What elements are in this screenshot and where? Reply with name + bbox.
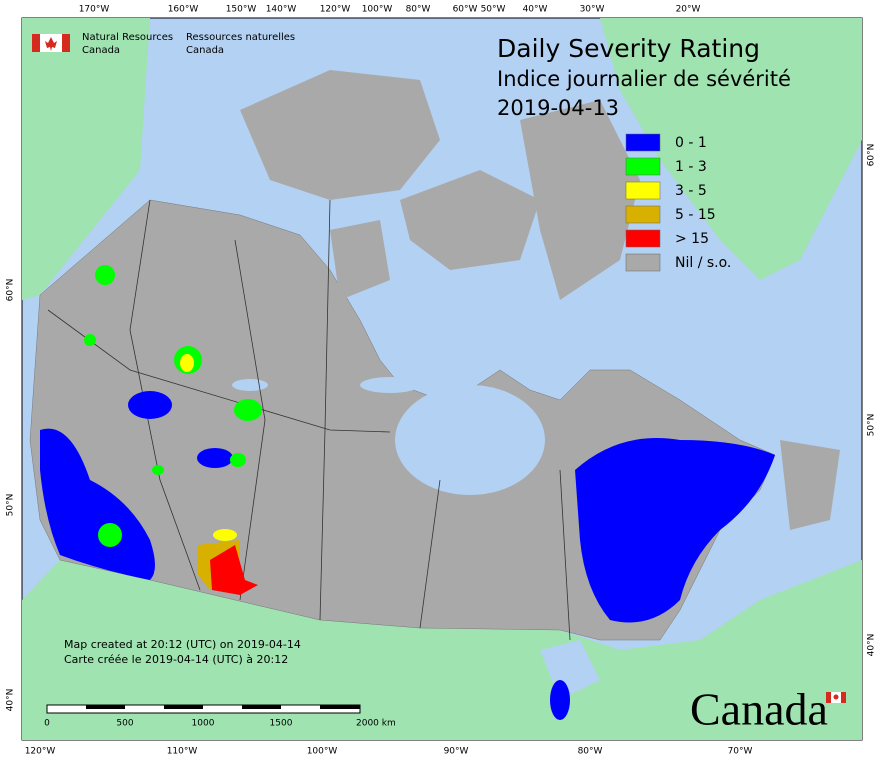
latitude-label: 50°N [6, 494, 16, 517]
latitude-label: 50°N [867, 414, 877, 437]
legend-label: 0 - 1 [675, 135, 707, 151]
boundary [559, 469, 571, 641]
severity-area [84, 334, 96, 346]
lake [232, 379, 268, 391]
severity-area [213, 529, 237, 541]
country-en: Canada [82, 45, 120, 56]
severity-area [230, 453, 246, 467]
greenland [600, 18, 862, 280]
maple-leaf [833, 694, 839, 700]
usa [22, 560, 862, 740]
scale-bar: 0 500 1000 1500 2000 km [44, 704, 396, 729]
longitude-label: 140°W [266, 5, 297, 15]
arctic-island [240, 70, 440, 200]
department-en: Natural Resources [82, 32, 173, 43]
title-date: 2019-04-13 [497, 96, 619, 120]
latitude-label: 60°N [867, 144, 877, 167]
flag-bar [841, 692, 846, 703]
latitude-label: 60°N [6, 279, 16, 302]
legend-label: Nil / s.o. [675, 255, 731, 271]
longitude-label: 20°W [676, 5, 701, 15]
scale-label: 1000 [192, 719, 215, 729]
wordmark: Canada [690, 684, 846, 735]
scale-segment [242, 705, 281, 709]
longitude-label: 80°W [406, 5, 431, 15]
latitude-label: 40°N [6, 689, 16, 712]
longitude-label: 150°W [226, 5, 257, 15]
severity-area [95, 265, 115, 285]
boundary [319, 199, 331, 621]
severity-area [152, 465, 164, 475]
flag-bar [62, 34, 70, 52]
severity-areas [40, 265, 775, 720]
longitude-label: 100°W [307, 747, 338, 757]
longitude-label: 80°W [578, 747, 603, 757]
longitude-label: 40°W [523, 5, 548, 15]
scale-label: 500 [116, 719, 133, 729]
wordmark-text: Canada [690, 684, 828, 735]
legend-label: 3 - 5 [675, 183, 707, 199]
legend-label: 5 - 15 [675, 207, 716, 223]
arctic-island [400, 170, 540, 270]
boundary [234, 239, 266, 601]
severity-area [234, 399, 262, 421]
severity-area [98, 523, 122, 547]
severity-area [197, 448, 233, 468]
longitude-label: 90°W [444, 747, 469, 757]
longitude-label: 120°W [320, 5, 351, 15]
nrcan-header: Natural Resources Canada Ressources natu… [32, 32, 295, 56]
legend-swatch [625, 157, 661, 176]
title-fr: Indice journalier de sévérité [497, 67, 791, 91]
scale-label: 2000 km [356, 719, 396, 729]
department-fr: Ressources naturelles [186, 32, 295, 43]
note-fr: Carte créée le 2019-04-14 (UTC) à 20:12 [64, 653, 288, 666]
legend-swatch [625, 181, 661, 200]
alaska [22, 18, 150, 300]
longitude-label: 170°W [79, 5, 110, 15]
legend-swatch [625, 229, 661, 248]
scale-segment [320, 705, 360, 709]
longitude-label: 160°W [168, 5, 199, 15]
longitude-label: 30°W [580, 5, 605, 15]
longitude-label: 100°W [362, 5, 393, 15]
severity-area [180, 354, 194, 372]
legend-swatch [625, 205, 661, 224]
scale-label: 1500 [270, 719, 293, 729]
scale-label: 0 [44, 719, 50, 729]
graticule-labels: 170°W 160°W 150°W 140°W 120°W 100°W 80°W 60°W 50… [6, 5, 877, 757]
legend-swatch [625, 253, 661, 272]
lake [360, 377, 420, 393]
longitude-label: 110°W [167, 747, 198, 757]
legend: 0 - 1 1 - 3 3 - 5 5 - 15 > 15 Nil / s.o. [625, 133, 731, 272]
country-fr: Canada [186, 45, 224, 56]
scale-segment [164, 705, 203, 709]
legend-label: > 15 [675, 231, 709, 247]
flag-bar [32, 34, 40, 52]
severity-area [550, 680, 570, 720]
severity-area [128, 391, 172, 419]
longitude-label: 120°W [25, 747, 56, 757]
severity-area [40, 428, 155, 580]
latitude-label: 40°N [867, 634, 877, 657]
arctic-island [330, 220, 390, 300]
scale-segment [86, 705, 125, 709]
flag-bar [826, 692, 831, 703]
boundary [419, 479, 441, 629]
longitude-label: 50°W [481, 5, 506, 15]
longitude-label: 70°W [728, 747, 753, 757]
severity-area [210, 545, 258, 595]
longitude-label: 60°W [453, 5, 478, 15]
hudson-bay [395, 385, 545, 495]
legend-label: 1 - 3 [675, 159, 707, 175]
legend-swatch [625, 133, 661, 152]
baffin-island [520, 100, 640, 300]
newfoundland [780, 440, 840, 530]
title: Daily Severity Rating [497, 34, 760, 63]
note-en: Map created at 20:12 (UTC) on 2019-04-14 [64, 638, 301, 651]
severity-area [575, 438, 775, 623]
maple-leaf [45, 37, 57, 51]
